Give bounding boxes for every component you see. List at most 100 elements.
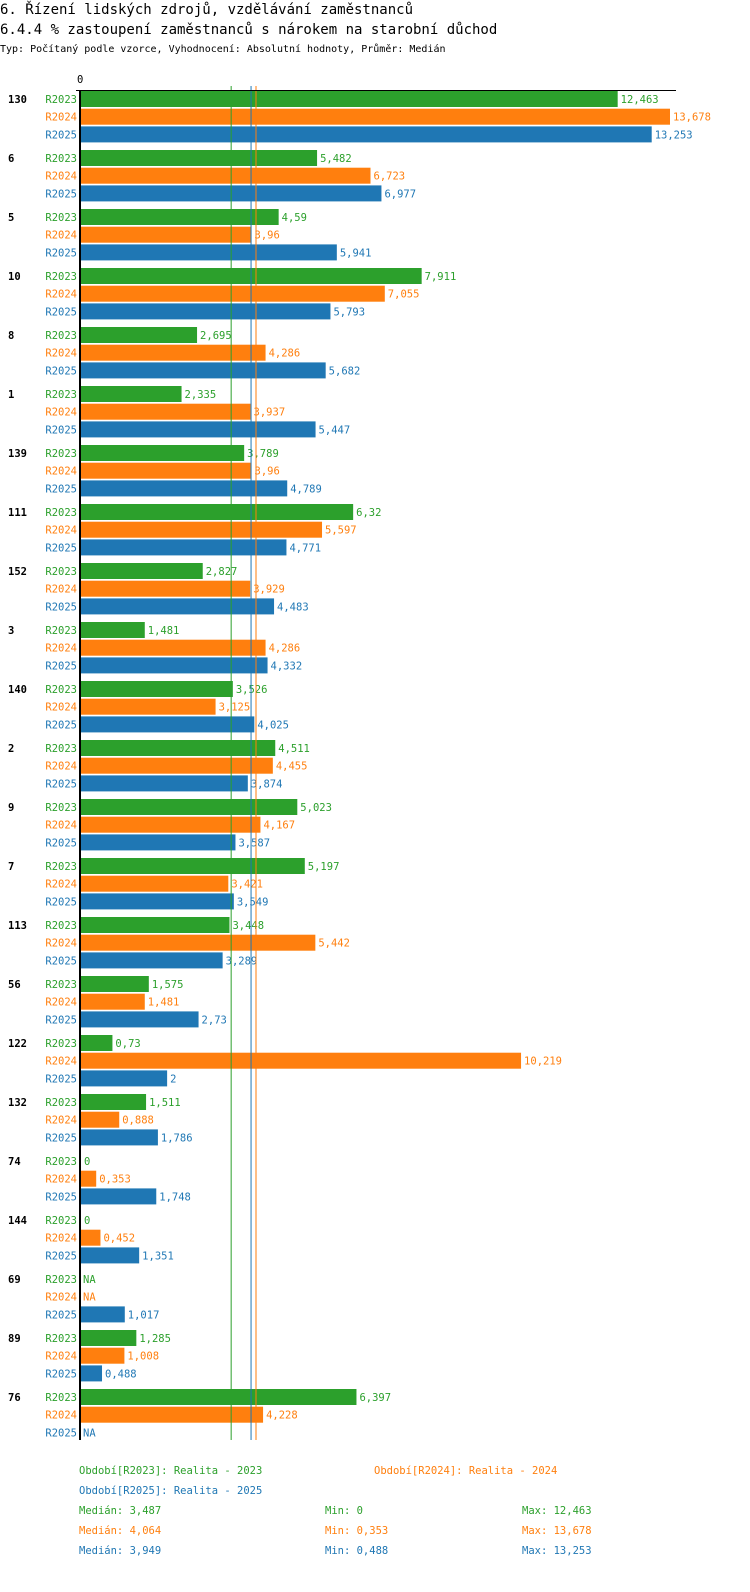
series-label: R2024 [45, 702, 77, 714]
data-label: 4,025 [257, 719, 289, 731]
category-label: 132 [8, 1097, 27, 1109]
data-label: 6,977 [384, 188, 416, 200]
bar-r2024 [81, 1347, 125, 1364]
axis-zero-label: 0 [77, 74, 83, 86]
data-label: 4,167 [263, 820, 295, 832]
data-label: 3,526 [236, 684, 268, 696]
bar-r2024 [81, 285, 385, 302]
series-label: R2024 [45, 1115, 77, 1127]
bar-r2023 [81, 504, 354, 520]
bar-r2024 [81, 1406, 264, 1423]
series-label: R2024 [45, 820, 77, 832]
series-label: R2024 [45, 112, 77, 124]
data-label: 3,125 [219, 702, 251, 714]
series-label: R2024 [45, 584, 77, 596]
bar-r2025 [81, 657, 268, 674]
series-label: R2025 [45, 188, 77, 200]
series-label: R2023 [45, 1156, 77, 1168]
category-label: 76 [8, 1392, 21, 1404]
series-label: R2024 [45, 643, 77, 655]
data-label: 4,332 [271, 660, 303, 672]
series-label: R2024 [45, 938, 77, 950]
series-label: R2023 [45, 448, 77, 460]
series-label: R2023 [45, 1215, 77, 1227]
data-label: 2,73 [202, 1014, 227, 1026]
data-label: 2,695 [200, 330, 232, 342]
series-label: R2025 [45, 1191, 77, 1203]
data-label: 1,285 [139, 1333, 171, 1345]
category-label: 111 [8, 507, 27, 519]
bar-r2025 [81, 480, 288, 497]
series-label: R2023 [45, 1038, 77, 1050]
data-label: 1,008 [127, 1351, 159, 1363]
data-label: 0 [84, 1215, 90, 1227]
category-label: 7 [8, 861, 14, 873]
category-label: 2 [8, 743, 14, 755]
series-label: R2025 [45, 306, 77, 318]
legend-r2023: Období[R2023]: Realita - 2023 [79, 1465, 263, 1477]
data-label: 5,682 [329, 365, 361, 377]
data-label: 6,32 [356, 507, 381, 519]
series-label: R2024 [45, 407, 77, 419]
bar-r2023 [81, 386, 182, 402]
series-label: R2025 [45, 483, 77, 495]
data-label: 4,286 [269, 643, 301, 655]
series-label: R2023 [45, 1392, 77, 1404]
series-label: R2025 [45, 778, 77, 790]
series-label: R2024 [45, 1174, 77, 1186]
series-label: R2023 [45, 330, 77, 342]
category-label: 74 [8, 1156, 21, 1168]
category-label: 8 [8, 330, 14, 342]
legend-r2024: Období[R2024]: Realita - 2024 [374, 1465, 558, 1477]
series-label: R2023 [45, 1097, 77, 1109]
bar-r2024 [81, 521, 323, 538]
series-label: R2024 [45, 1410, 77, 1422]
data-label: 7,055 [388, 289, 420, 301]
bar-r2024 [81, 993, 145, 1010]
bar-r2024 [81, 875, 229, 892]
bar-r2025 [81, 362, 326, 379]
data-label: 5,597 [325, 525, 357, 537]
category-label: 6 [8, 153, 14, 165]
series-label: R2025 [45, 1073, 77, 1085]
data-label: 0,888 [122, 1115, 154, 1127]
data-label: 1,351 [142, 1250, 174, 1262]
series-label: R2023 [45, 979, 77, 991]
chart-title: 6. Řízení lidských zdrojů, vzdělávání za… [0, 2, 414, 18]
series-label: R2025 [45, 1250, 77, 1262]
series-label: R2023 [45, 684, 77, 696]
bar-r2023 [81, 1035, 113, 1051]
data-label: 3,96 [255, 230, 280, 242]
series-label: R2024 [45, 171, 77, 183]
bar-r2024 [81, 403, 251, 420]
series-label: R2025 [45, 1132, 77, 1144]
bar-r2024 [81, 757, 273, 774]
bar-r2023 [81, 622, 145, 638]
series-label: R2023 [45, 920, 77, 932]
data-label: 4,771 [289, 542, 321, 554]
data-label: 6,397 [359, 1392, 391, 1404]
series-label: R2023 [45, 625, 77, 637]
category-label: 9 [8, 802, 14, 814]
series-label: R2025 [45, 719, 77, 731]
series-label: R2025 [45, 542, 77, 554]
bar-r2023 [81, 150, 318, 166]
data-label: 3,96 [255, 466, 280, 478]
data-label: 1,511 [149, 1097, 181, 1109]
bar-r2023 [81, 209, 279, 225]
data-label: NA [83, 1427, 96, 1439]
category-label: 89 [8, 1333, 21, 1345]
series-label: R2023 [45, 507, 77, 519]
bar-r2025 [81, 539, 287, 556]
data-label: 7,911 [425, 271, 457, 283]
series-label: R2024 [45, 1233, 77, 1245]
bar-r2025 [81, 244, 337, 261]
data-label: 5,023 [300, 802, 332, 814]
bar-r2024 [81, 1052, 522, 1069]
category-label: 69 [8, 1274, 21, 1286]
data-label: 13,253 [655, 129, 693, 141]
bar-r2025 [81, 1070, 168, 1087]
data-label: 0 [84, 1156, 90, 1168]
bar-r2025 [81, 893, 234, 910]
bar-r2023 [81, 1094, 147, 1110]
